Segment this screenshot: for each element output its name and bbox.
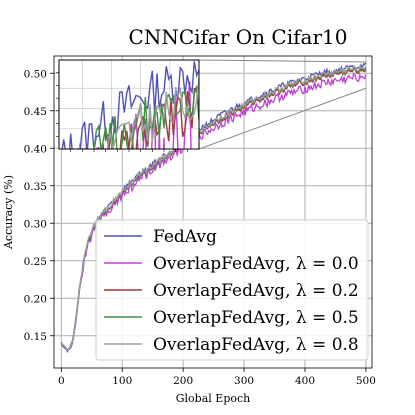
y-tick-label: 0.40 xyxy=(24,143,47,155)
x-tick-label: 100 xyxy=(112,375,132,387)
legend-box xyxy=(95,219,369,361)
inset-series-line-3 xyxy=(93,85,199,149)
inset-connector-top xyxy=(198,59,366,63)
series-line-1 xyxy=(60,72,367,354)
plot-frame xyxy=(53,55,373,369)
chart-title: CNNCifar On Cifar10 xyxy=(129,25,348,49)
legend-entry-0: FedAvg xyxy=(153,227,217,247)
y-tick-label: 0.25 xyxy=(24,256,47,268)
x-tick-label: 200 xyxy=(173,375,193,387)
legend-entry-4: OverlapFedAvg, λ = 0.8 xyxy=(153,335,359,355)
y-tick-label: 0.35 xyxy=(24,181,47,193)
legend-entry-3: OverlapFedAvg, λ = 0.5 xyxy=(153,308,359,328)
y-tick-label: 0.50 xyxy=(24,68,47,80)
legend-entry-2: OverlapFedAvg, λ = 0.2 xyxy=(153,281,359,301)
x-tick-label: 500 xyxy=(356,375,376,387)
x-tick-label: 400 xyxy=(295,375,315,387)
inset-plot xyxy=(56,59,367,152)
x-tick-label: 300 xyxy=(234,375,254,387)
y-tick-label: 0.45 xyxy=(24,106,47,118)
x-axis-label: Global Epoch xyxy=(176,392,250,405)
y-tick-label: 0.20 xyxy=(24,293,47,305)
inset-series-line-4 xyxy=(83,77,199,149)
inset-connector-bottom xyxy=(198,87,367,150)
y-tick-label: 0.15 xyxy=(24,331,47,343)
y-axis-label: Accuracy (%) xyxy=(2,175,15,250)
series-line-4 xyxy=(60,64,367,352)
legend: FedAvg OverlapFedAvg, λ = 0.0 OverlapFedAv… xyxy=(95,219,369,361)
x-tick-label: 0 xyxy=(58,375,65,387)
y-tick-label: 0.30 xyxy=(24,218,47,230)
legend-entry-1: OverlapFedAvg, λ = 0.0 xyxy=(153,254,359,274)
